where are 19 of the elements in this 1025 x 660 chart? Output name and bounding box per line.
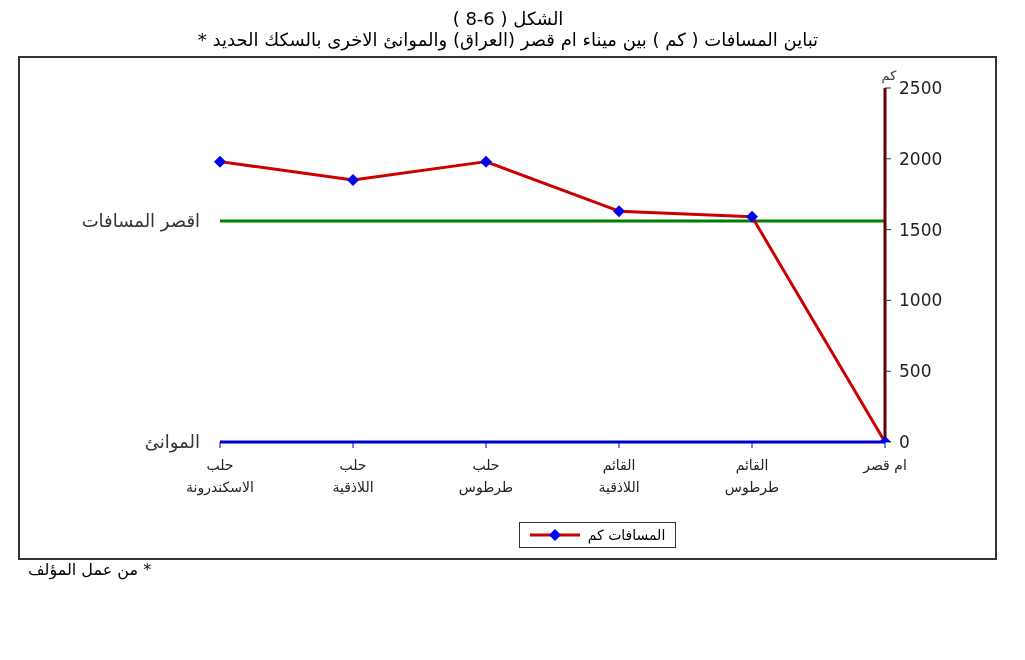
text: * من عمل المؤلف	[27, 560, 153, 579]
x-tick-label: القائم اللاذقية	[598, 457, 640, 495]
x-tick-label: حلب اللاذقية	[332, 457, 374, 495]
x-tick-label: ام قصر	[862, 457, 907, 474]
y-tick-label: 0	[899, 432, 910, 453]
y-tick-label: 2500	[899, 78, 943, 99]
y-axis-title: كم	[881, 68, 898, 84]
y-tick-label: 2000	[899, 148, 943, 169]
y-tick-label: 1000	[899, 290, 943, 311]
chart-subtitle: تباين المسافات ( كم ) بين ميناء ام قصر (العراق) والموانئ الاخرى بالسكك الحديد *	[196, 29, 820, 50]
ref-line-label: اقصر المسافات	[81, 210, 200, 233]
y-tick-label: 500	[899, 361, 932, 382]
y-tick-label: 1500	[899, 219, 943, 240]
x-tick-label: القائم طرطوس	[724, 457, 780, 496]
x-tick-label: حلب الاسكندرونة	[186, 457, 254, 496]
x-tick-label: حلب طرطوس	[458, 457, 514, 496]
chart-title: الشكل ( 6-8 )	[451, 8, 565, 29]
x-axis-title: الموانئ	[144, 431, 200, 453]
legend-label: المسافات كم	[587, 527, 666, 543]
